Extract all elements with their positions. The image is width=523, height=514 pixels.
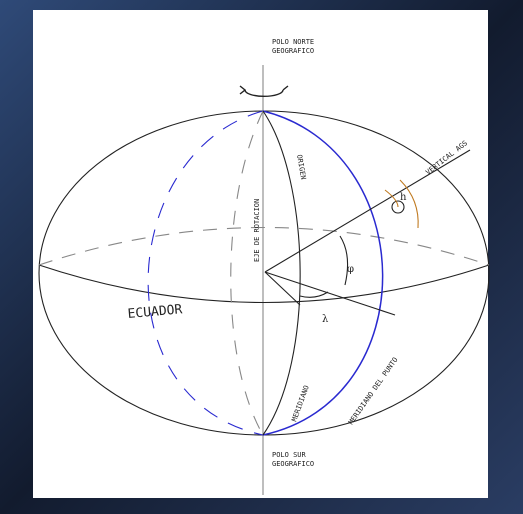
north-pole-label: POLO NORTE [272,38,314,46]
point-label: h [400,192,407,203]
page: POLO NORTE GEOGRAFICO POLO SUR GEOGRAFIC… [0,0,523,514]
axis-label: EJE DE ROTACION [253,199,261,262]
latitude-symbol: φ [347,264,354,275]
diagram: POLO NORTE GEOGRAFICO POLO SUR GEOGRAFIC… [0,0,523,514]
south-pole-label: POLO SUR [272,451,307,459]
south-pole-label: GEOGRAFICO [272,460,314,468]
north-pole-label: GEOGRAFICO [272,47,314,55]
longitude-symbol: λ [322,314,329,325]
